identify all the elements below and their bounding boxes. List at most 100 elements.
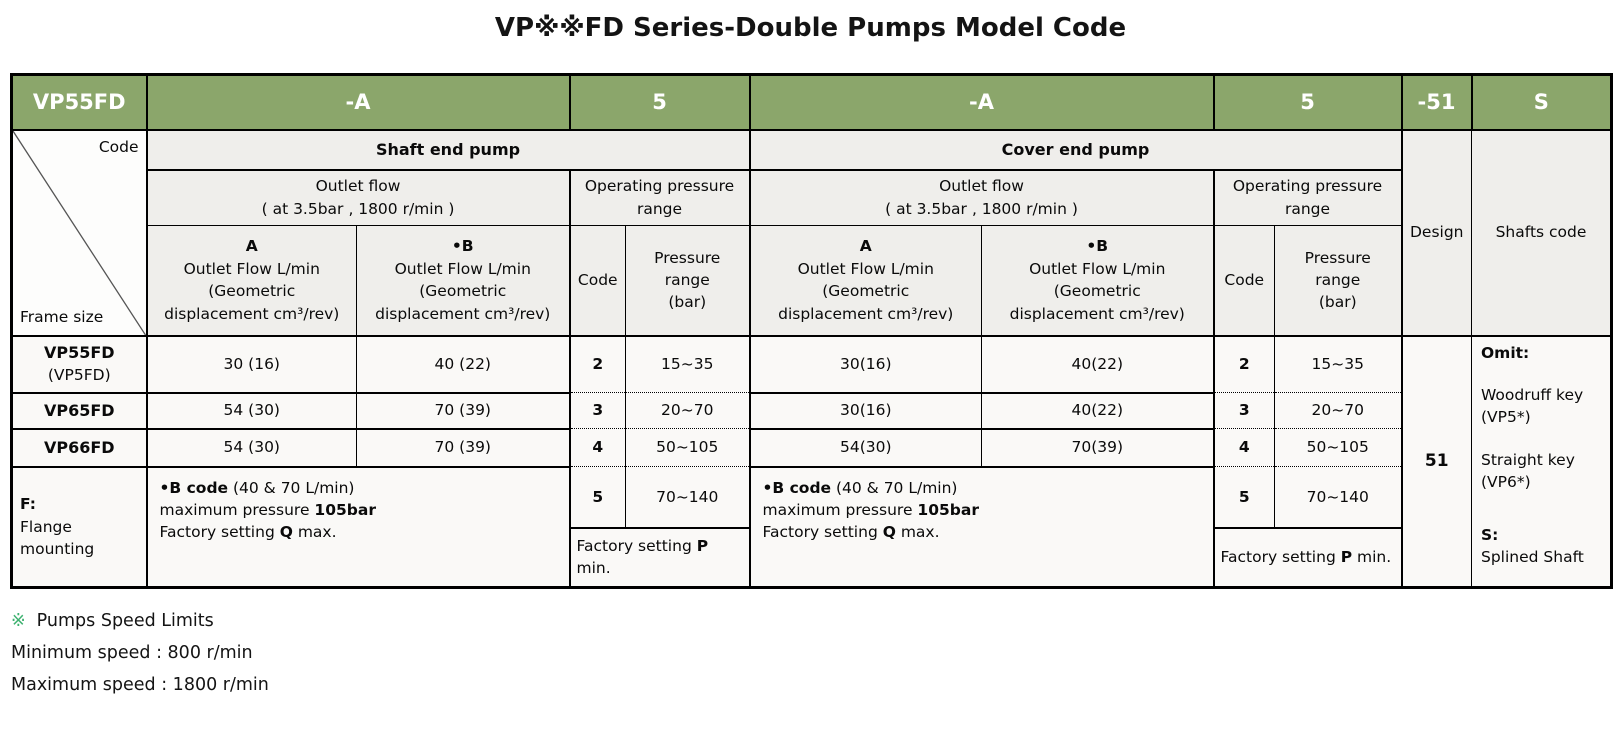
shaft-operating-range-header: Operating pressure range	[568, 168, 750, 226]
frame-alias: (VP5FD)	[47, 366, 111, 385]
displacement-label: displacement cm³/rev)	[375, 304, 551, 323]
corner-code-label: Code	[98, 137, 139, 156]
cell-shaft-b: 70 (39)	[356, 391, 570, 429]
bar-label: (bar)	[1318, 293, 1357, 312]
table-row-vp65fd: VP65FD 54 (30) 70 (39) 3 20~70 30(16) 40…	[11, 391, 1612, 429]
outlet-flow-label: Outlet flow	[315, 177, 401, 196]
cell-shaft-b: 70 (39)	[356, 427, 570, 467]
shaft-a-column-header: A Outlet Flow L/min (Geometric displacem…	[145, 225, 357, 336]
bcode-label: •B code	[762, 478, 832, 497]
shafts-splined: S: Splined Shaft	[1481, 524, 1604, 569]
cover-pressure-column-header: Pressure range (bar)	[1274, 225, 1402, 336]
column-header-row: A Outlet Flow L/min (Geometric displacem…	[12, 225, 1612, 336]
table-row-vp66fd: VP66FD 54 (30) 70 (39) 4 50~105 54(30) 7…	[11, 427, 1612, 467]
cell-cover-code: 3	[1212, 392, 1275, 429]
displacement-label: displacement cm³/rev)	[778, 304, 954, 323]
design-header: Design	[1400, 128, 1472, 336]
factory-setting-q: Factory setting Q max.	[762, 523, 940, 542]
cell-cover-range: 20~70	[1274, 392, 1402, 429]
mounting-code-label: F:	[20, 495, 36, 514]
cell-cover-range: 15~35	[1274, 334, 1402, 393]
b-code-label: •B	[451, 237, 474, 256]
shaft-factory-setting-p: Factory setting P min.	[568, 526, 750, 588]
outlet-flow-condition: ( at 3.5bar ‚ 1800 r/min )	[261, 199, 455, 218]
bcode-pressure-note: •B code (40 & 70 L/min) maximum pressure…	[763, 477, 1205, 522]
model-code-table: VP55FD -A 5 -A 5 -51 S Code Frame size S…	[10, 73, 1613, 589]
shafts-code-header: Shafts code	[1471, 128, 1612, 336]
woodruff-key-models: (VP5*)	[1481, 408, 1531, 427]
shaft-bcode-note: •B code (40 & 70 L/min) maximum pressure…	[145, 465, 570, 588]
cell-shaft-a: 30 (16)	[145, 334, 357, 393]
cover-factory-setting-p: Factory setting P min.	[1212, 526, 1402, 588]
cell-cover-b: 40(22)	[981, 391, 1214, 429]
cell-cover-b: 40(22)	[981, 334, 1214, 393]
shafts-straight: Straight key (VP6*)	[1481, 449, 1604, 494]
cell-shaft-range: 15~35	[625, 334, 750, 393]
flow-unit-label: Outlet Flow L/min	[1029, 259, 1166, 278]
model-code-shafts: S	[1470, 74, 1612, 130]
displacement-label: displacement cm³/rev)	[1009, 304, 1185, 323]
shaft-end-pump-header: Shaft end pump	[145, 128, 750, 170]
table-row-vp55fd: VP55FD (VP5FD) 30 (16) 40 (22) 2 15~35 3…	[11, 334, 1612, 588]
pressure-label: Pressure	[1304, 248, 1371, 267]
bcode-flows: (40 & 70 L/min)	[228, 478, 355, 497]
straight-key-label: Straight key	[1481, 450, 1575, 469]
flow-unit-label: Outlet Flow L/min	[394, 259, 531, 278]
cover-operating-range-header: Operating pressure range	[1212, 168, 1402, 226]
corner-cell: Code Frame size	[11, 128, 147, 336]
reference-mark: ※	[11, 611, 26, 631]
cover-end-pump-header: Cover end pump	[748, 128, 1402, 170]
cover-bcode-note: •B code (40 & 70 L/min) maximum pressure…	[748, 465, 1214, 588]
cell-cover-b: 70(39)	[981, 427, 1214, 467]
corner-frame-size-label: Frame size	[20, 308, 104, 327]
b-code-label: •B	[1086, 237, 1109, 256]
cell-shaft-a: 54 (30)	[145, 427, 357, 467]
displacement-label: displacement cm³/rev)	[164, 304, 340, 323]
outlet-flow-label: Outlet flow	[939, 177, 1024, 196]
cell-cover-code: 2	[1212, 334, 1275, 393]
splined-code-label: S:	[1481, 525, 1499, 544]
model-code-design: -51	[1400, 74, 1472, 130]
mounting-cell: F: Flange mounting	[11, 465, 147, 588]
model-code-shaft-pressure: 5	[568, 74, 750, 130]
cell-cover-a: 54(30)	[748, 427, 982, 467]
shaft-outlet-flow-header: Outlet flow ( at 3.5bar ‚ 1800 r/min )	[145, 168, 570, 226]
section-header-row: Code Frame size Shaft end pump Cover end…	[11, 128, 1612, 336]
frame-size-vp65fd: VP65FD	[11, 391, 147, 429]
speed-limits-title: Pumps Speed Limits	[36, 611, 214, 631]
cover-code-column-header: Code	[1212, 225, 1275, 336]
range-label: range	[1315, 271, 1361, 290]
cell-shaft-range: 50~105	[625, 428, 750, 467]
a-code-label: A	[859, 237, 872, 256]
cell-shaft-code: 3	[568, 392, 626, 429]
factory-setting-q: Factory setting Q max.	[159, 523, 337, 542]
max-pressure-value: 105bar	[314, 500, 376, 519]
frame-size-vp66fd: VP66FD	[11, 427, 147, 467]
bcode-label: •B code	[159, 478, 229, 497]
cell-shaft-a: 54 (30)	[145, 391, 357, 429]
geometric-label: (Geometric	[208, 282, 296, 301]
geometric-label: (Geometric	[419, 282, 507, 301]
maximum-speed-note: Maximum speed : 1800 r/min	[11, 675, 269, 695]
cell-cover-range: 50~105	[1274, 428, 1402, 467]
model-code-cover-flow: -A	[748, 74, 1214, 130]
notes-section: ※ Pumps Speed Limits Minimum speed : 800 …	[11, 611, 1621, 695]
cover-b-column-header: •B Outlet Flow L/min (Geometric displace…	[981, 225, 1214, 336]
cell-cover-range5: 70~140	[1274, 466, 1402, 528]
outlet-flow-condition: ( at 3.5bar ‚ 1800 r/min )	[885, 199, 1078, 218]
cell-shaft-code5: 5	[568, 466, 626, 528]
flow-unit-label: Outlet Flow L/min	[797, 259, 934, 278]
max-pressure-label: maximum pressure	[159, 500, 315, 519]
cell-shaft-range5: 70~140	[625, 466, 750, 528]
mounting-label-line3: mounting	[20, 539, 95, 558]
diagonal-line	[13, 131, 146, 335]
cover-outlet-flow-header: Outlet flow ( at 3.5bar ‚ 1800 r/min )	[748, 168, 1214, 226]
subsection-header-row: Outlet flow ( at 3.5bar ‚ 1800 r/min ) O…	[12, 168, 1612, 226]
bcode-pressure-note: •B code (40 & 70 L/min) maximum pressure…	[160, 477, 561, 522]
bar-label: (bar)	[668, 293, 707, 312]
cell-cover-a: 30(16)	[748, 391, 982, 429]
minimum-speed-note: Minimum speed : 800 r/min	[11, 643, 253, 663]
straight-key-models: (VP6*)	[1481, 473, 1531, 492]
cell-cover-code5: 5	[1212, 466, 1275, 528]
woodruff-key-label: Woodruff key	[1481, 385, 1584, 404]
